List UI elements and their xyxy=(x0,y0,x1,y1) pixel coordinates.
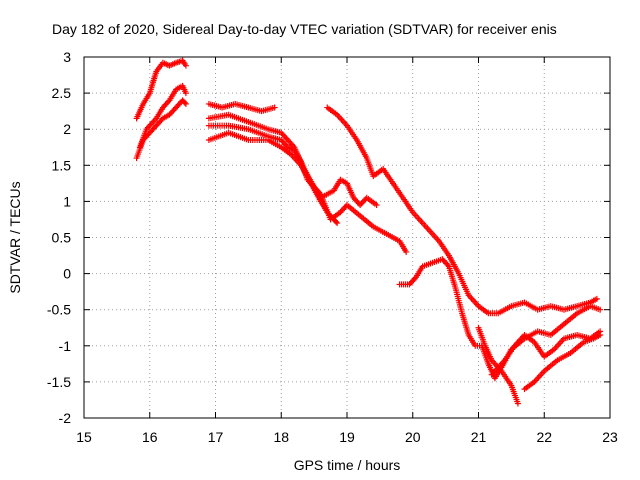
series-track-j xyxy=(475,324,521,407)
data-point xyxy=(334,220,341,227)
y-tick-label: 1 xyxy=(63,193,71,209)
y-tick-label: -2 xyxy=(59,410,72,426)
y-tick-label: 1.5 xyxy=(52,157,72,173)
series-track-d xyxy=(205,100,278,115)
y-tick-label: -0.5 xyxy=(47,302,71,318)
data-point xyxy=(271,104,278,111)
y-tick-label: 0 xyxy=(63,266,71,282)
y-tick-label: 2 xyxy=(63,121,71,137)
x-tick-label: 23 xyxy=(602,429,618,445)
data-point xyxy=(514,400,521,407)
y-tick-label: 2.5 xyxy=(52,85,72,101)
y-tick-label: -1.5 xyxy=(47,374,71,390)
series-track-l xyxy=(521,331,604,393)
data-point xyxy=(597,331,604,338)
series-track-h xyxy=(324,104,600,317)
y-axis-label: SDTVAR / TECUs xyxy=(7,181,23,293)
x-tick-label: 16 xyxy=(142,429,158,445)
x-tick-label: 20 xyxy=(405,429,421,445)
data-point xyxy=(182,62,189,69)
chart-title: Day 182 of 2020, Sidereal Day-to-day VTE… xyxy=(52,21,557,37)
data-point xyxy=(181,99,188,106)
x-tick-label: 18 xyxy=(273,429,289,445)
data-point xyxy=(373,202,380,209)
x-axis-label: GPS time / hours xyxy=(294,457,401,473)
x-tick-label: 19 xyxy=(339,429,355,445)
axis-ticks xyxy=(83,56,611,419)
series-track-a xyxy=(133,57,189,122)
series-track-g xyxy=(205,129,341,227)
data-point xyxy=(182,100,189,107)
data-point xyxy=(333,218,340,225)
y-tick-label: 0.5 xyxy=(52,230,72,246)
data-point xyxy=(182,90,189,97)
data-point xyxy=(597,306,604,313)
x-tick-label: 22 xyxy=(536,429,552,445)
x-tick-label: 21 xyxy=(471,429,487,445)
series-track-f xyxy=(205,122,410,255)
x-tick-label: 17 xyxy=(208,429,224,445)
y-tick-label: -1 xyxy=(59,338,72,354)
tick-labels: -2 -1.5 -1 -0.5 0 0.5 1 1.5 2 2.5 3 15 16 17 18 19 20 21 2… xyxy=(47,49,618,445)
series-track-k xyxy=(488,328,604,378)
x-tick-label: 15 xyxy=(76,429,92,445)
series-track-c xyxy=(133,97,189,162)
y-tick-label: 3 xyxy=(63,49,71,65)
data-marks xyxy=(133,57,604,407)
data-point xyxy=(403,248,410,255)
data-point xyxy=(593,295,600,302)
